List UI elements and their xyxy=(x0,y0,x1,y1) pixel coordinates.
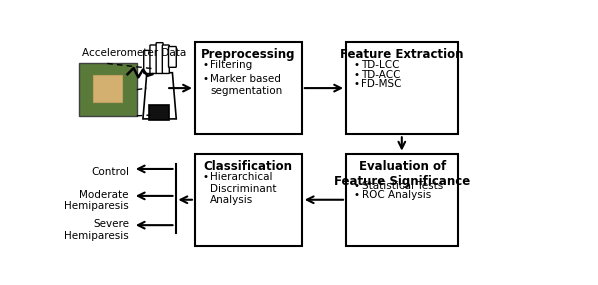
FancyBboxPatch shape xyxy=(346,42,459,134)
FancyBboxPatch shape xyxy=(169,46,176,67)
Text: Feature Extraction: Feature Extraction xyxy=(340,48,464,61)
FancyBboxPatch shape xyxy=(93,75,122,102)
Text: •: • xyxy=(354,60,360,70)
Text: •: • xyxy=(203,74,209,84)
FancyBboxPatch shape xyxy=(78,64,137,116)
FancyBboxPatch shape xyxy=(195,154,302,246)
Text: Evaluation of
Feature Significance: Evaluation of Feature Significance xyxy=(334,160,470,188)
Text: TD-LCC: TD-LCC xyxy=(362,60,400,70)
Text: Filtering: Filtering xyxy=(210,60,252,70)
Text: FD-MSC: FD-MSC xyxy=(362,79,402,89)
Text: Control: Control xyxy=(91,167,129,177)
Text: Moderate
Hemiparesis: Moderate Hemiparesis xyxy=(64,190,129,211)
Text: •: • xyxy=(354,79,360,89)
FancyBboxPatch shape xyxy=(195,42,302,134)
Text: Marker based
segmentation: Marker based segmentation xyxy=(210,74,283,96)
Text: •: • xyxy=(203,60,209,70)
Text: •: • xyxy=(354,190,360,200)
Text: ROC Analysis: ROC Analysis xyxy=(362,190,431,200)
Text: Accelerometer Data: Accelerometer Data xyxy=(83,48,187,58)
Text: Classification: Classification xyxy=(204,160,293,173)
Text: TD-ACC: TD-ACC xyxy=(362,70,401,80)
FancyBboxPatch shape xyxy=(162,45,169,74)
Text: •: • xyxy=(354,181,360,191)
FancyBboxPatch shape xyxy=(346,154,459,246)
Text: •: • xyxy=(354,70,360,80)
FancyBboxPatch shape xyxy=(149,105,169,121)
Text: •: • xyxy=(203,172,209,182)
Text: Hierarchical
Discriminant
Analysis: Hierarchical Discriminant Analysis xyxy=(210,172,277,205)
FancyBboxPatch shape xyxy=(156,43,163,74)
Polygon shape xyxy=(143,73,176,119)
FancyBboxPatch shape xyxy=(144,50,151,74)
Text: Preprocessing: Preprocessing xyxy=(201,48,295,61)
FancyBboxPatch shape xyxy=(150,45,157,74)
Text: Severe
Hemiparesis: Severe Hemiparesis xyxy=(64,219,129,241)
Text: Statistical Tests: Statistical Tests xyxy=(362,181,443,191)
